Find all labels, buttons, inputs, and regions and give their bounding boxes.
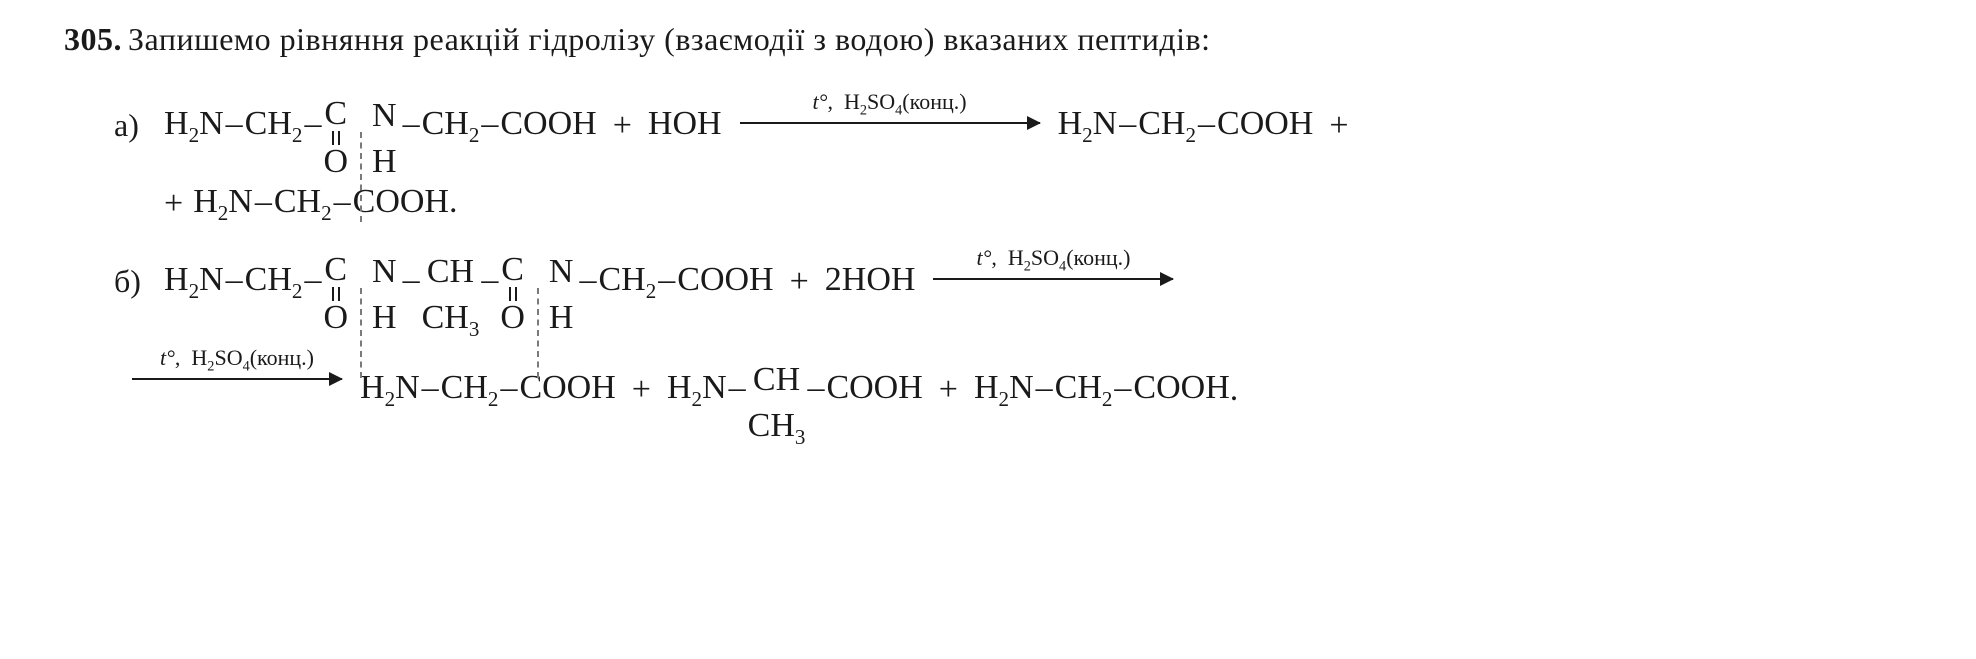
reaction-b-row2: t°, H2SO4(конц.) H2N – CH2 – COOH + H2N … [132,343,1936,443]
reaction-arrow-b1: t°, H2SO4(конц.) [915,245,1191,279]
plus: + [923,343,974,409]
carbonyl: C O [323,235,348,335]
frag-cooh: COOH [500,79,596,141]
reactant-a-water: HOH [648,79,722,141]
product-a2: H2N – CH2 – COOH. [193,185,457,219]
reactant-a-peptide: H2N – CH2 – C O N H [164,79,597,179]
product-b3: H2N – CH2 – COOH [974,343,1230,405]
amide-nh: N H [372,235,397,335]
arrow-icon [933,278,1173,280]
exercise-number: 305. [64,21,122,57]
ch-ch3: CH CH3 [422,235,480,335]
arrow-icon [740,122,1040,124]
carbonyl: C O [323,79,348,179]
reaction-a-row1: а) H2N – CH2 – C O N [114,79,1936,179]
plus: + [164,185,193,223]
reaction-a: а) H2N – CH2 – C O N [114,79,1936,223]
reaction-b-row1: б) H2N – CH2 – C O N H – C [114,235,1936,335]
exercise-text: Запишемо рівняння реакцій гідролізу (вза… [128,21,1211,57]
product-b2: H2N – CH CH3 – COOH [667,343,923,443]
reactant-b-water: 2HOH [825,235,916,297]
frag-h2n: H2N [164,79,224,141]
reaction-a-row2: + H2N – CH2 – COOH. [164,185,1936,223]
frag-ch2: CH2 [422,79,480,141]
cleavage-a [348,79,372,141]
plus: + [597,79,648,145]
product-b1: H2N – CH2 – COOH [360,343,616,405]
label-a: а) [114,79,164,144]
product-a1: H2N – CH2 – COOH [1058,79,1314,141]
plus: + [616,343,667,409]
amide-nh: N H [549,235,574,335]
carbonyl: C O [500,235,525,335]
reaction-b: б) H2N – CH2 – C O N H – C [114,235,1936,443]
plus: + [1313,79,1364,145]
conditions-b2: t°, H2SO4(конц.) [160,345,314,375]
exercise-heading: 305.Запишемо рівняння реакцій гідролізу … [64,18,1936,61]
ch-ch3: CH CH3 [748,343,806,443]
cleavage-b2 [525,235,549,297]
frag-ch2: CH2 [245,79,303,141]
conditions-b1: t°, H2SO4(конц.) [976,245,1130,275]
arrow-icon [132,378,342,380]
reaction-arrow-a: t°, H2SO4(конц.) [722,89,1058,123]
period: . [1230,343,1239,409]
reaction-arrow-b2: t°, H2SO4(конц.) [132,345,360,379]
amide-nh: N H [372,79,397,179]
reactant-b-peptide: H2N – CH2 – C O N H – CH [164,235,774,335]
cleavage-b1 [348,235,372,297]
conditions-a: t°, H2SO4(конц.) [813,89,967,119]
plus: + [774,235,825,301]
exercise-page: 305.Запишемо рівняння реакцій гідролізу … [0,0,1976,475]
label-b: б) [114,235,164,300]
